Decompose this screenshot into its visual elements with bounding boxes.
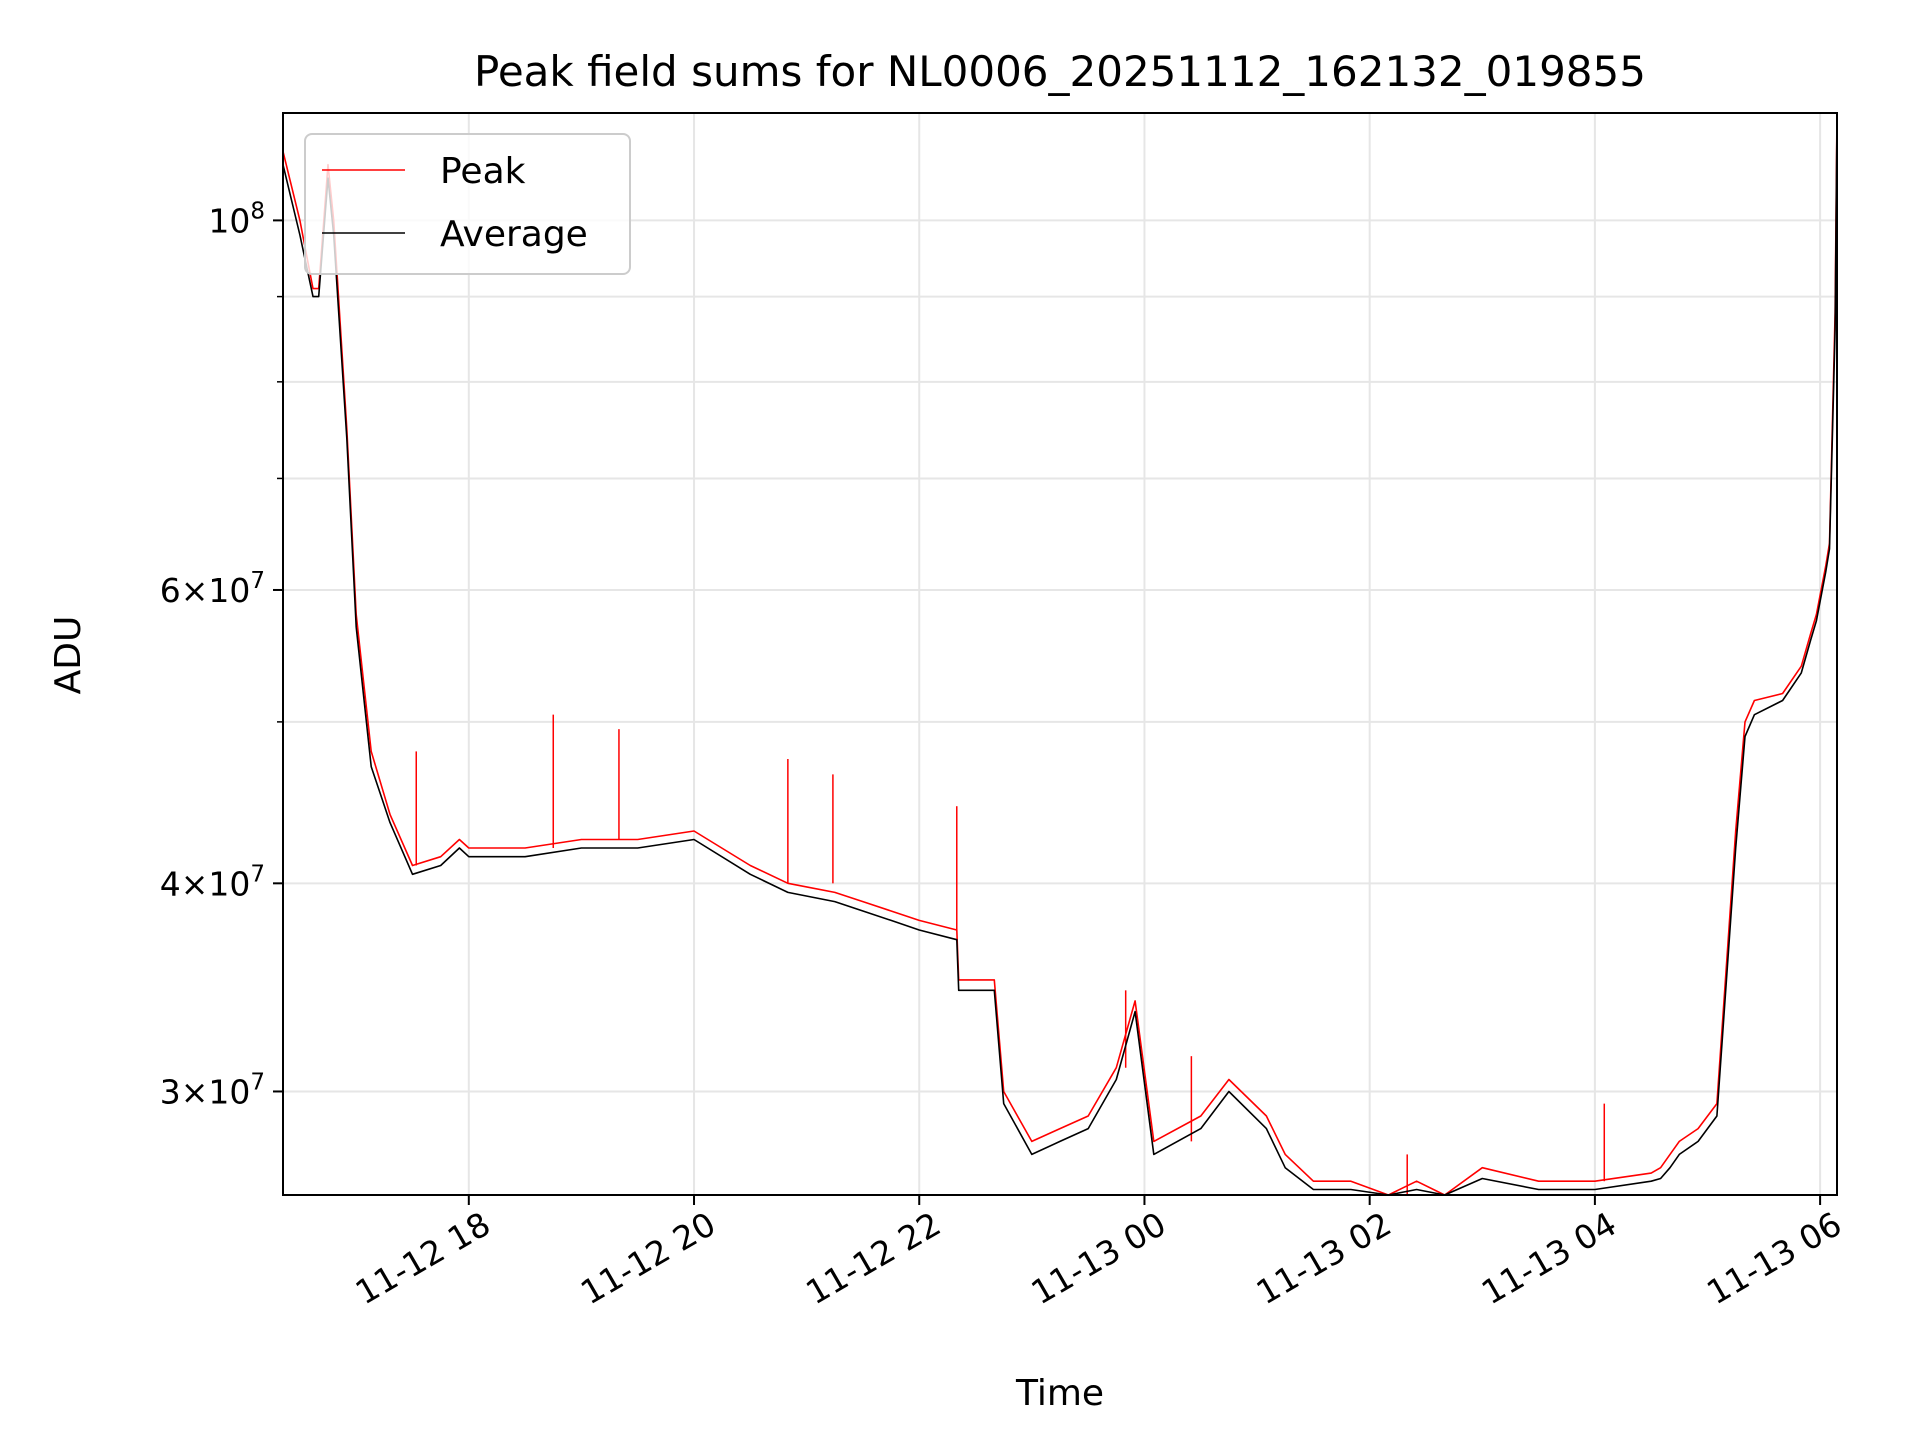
- y-tick-base: 6: [160, 571, 181, 610]
- legend-box: [304, 133, 631, 275]
- y-tick-base: 3: [160, 1072, 181, 1111]
- series-line-peak: [282, 112, 1838, 1196]
- y-tick-ten: 10: [208, 201, 250, 240]
- legend-label-average: Average: [440, 214, 588, 255]
- y-tick-times: ×10: [181, 864, 251, 903]
- y-tick-label: 6×107: [160, 568, 265, 610]
- y-tick-label: 108: [208, 198, 265, 240]
- x-axis-label: Time: [1015, 1373, 1104, 1414]
- y-tick-exponent: 7: [250, 1069, 265, 1095]
- y-tick-exponent: 8: [250, 198, 265, 224]
- chart-title: Peak field sums for NL0006_20251112_1621…: [474, 47, 1646, 96]
- y-tick-exponent: 7: [250, 568, 265, 594]
- legend: Peak Average: [304, 133, 631, 275]
- y-tick-times: ×10: [181, 1072, 251, 1111]
- plot-area: [282, 112, 1838, 1196]
- axes-frame: [282, 112, 1838, 1196]
- y-tick-label: 3×107: [160, 1069, 265, 1111]
- y-tick-base: 4: [160, 864, 181, 903]
- legend-label-peak: Peak: [440, 151, 526, 192]
- y-axis-label: ADU: [48, 616, 89, 695]
- y-tick-times: ×10: [181, 571, 251, 610]
- series-line-average: [282, 119, 1838, 1196]
- y-tick-label: 4×107: [160, 861, 265, 903]
- y-tick-exponent: 7: [250, 861, 265, 887]
